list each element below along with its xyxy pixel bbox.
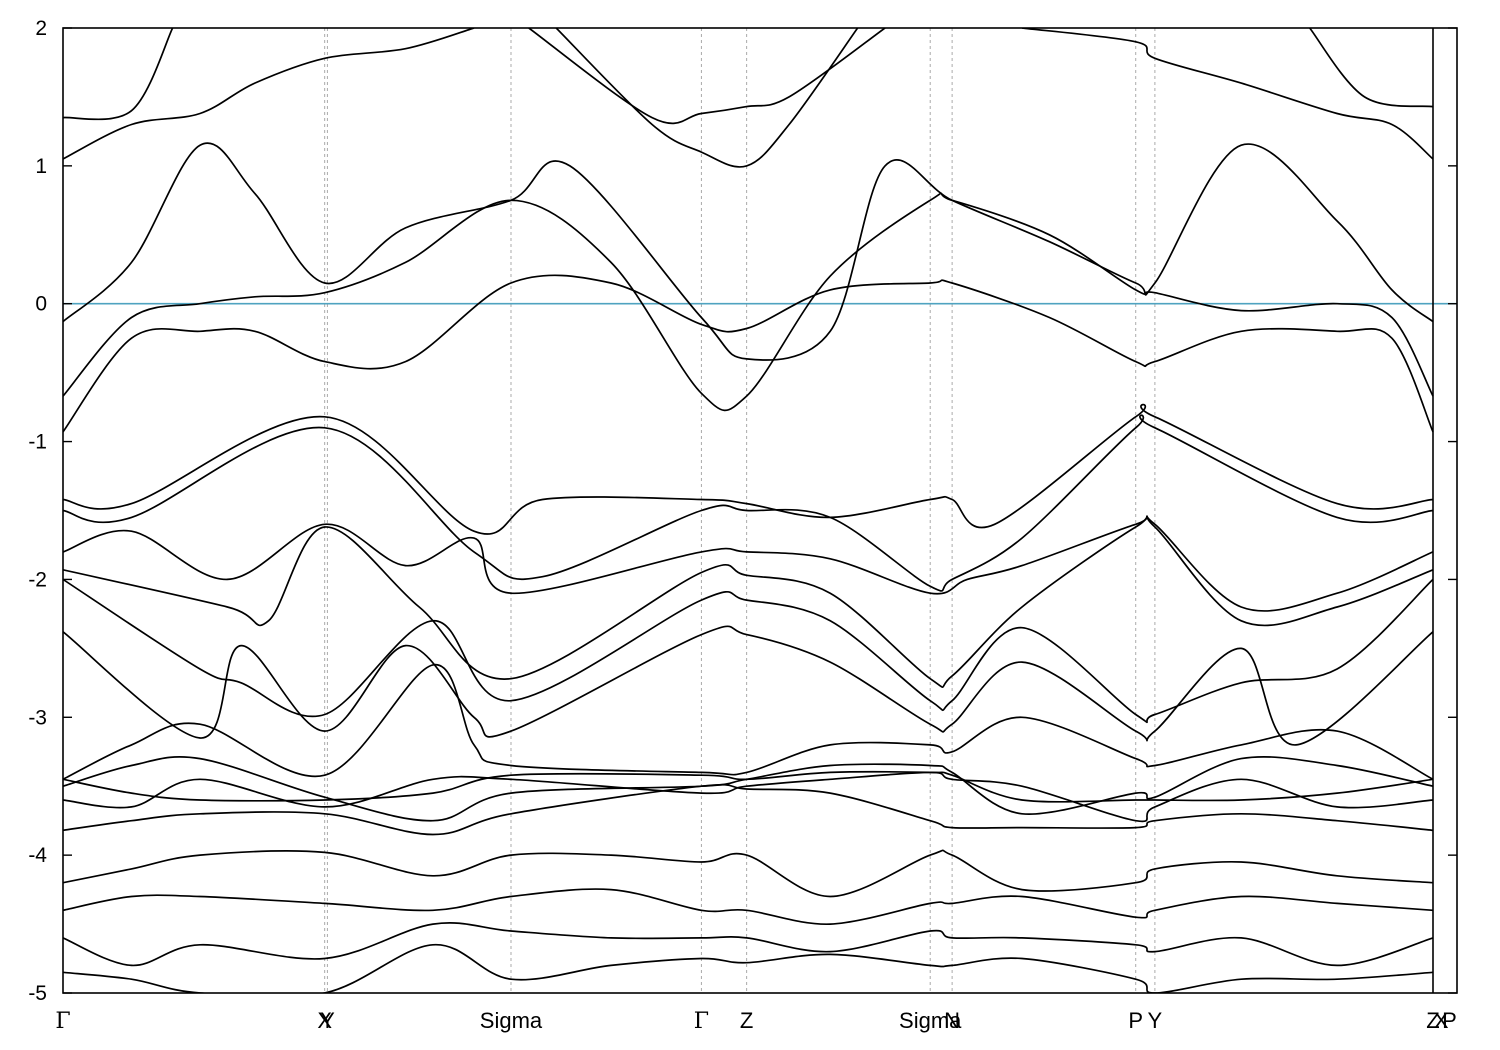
kpoint-label-11: X xyxy=(1434,1008,1449,1033)
band-4 xyxy=(63,28,174,121)
band-19 xyxy=(63,849,1434,898)
y-axis-ticks: 2 1 0 -1 -2 -3 -4 -5 xyxy=(28,17,1457,1005)
y-tick-label: 0 xyxy=(35,293,47,316)
y-tick-label: -3 xyxy=(28,706,47,729)
plot-frame xyxy=(62,27,1458,994)
band-9 xyxy=(63,403,1434,535)
band-6 xyxy=(528,28,886,125)
band-16 xyxy=(63,755,1434,822)
band-0 xyxy=(63,274,1434,433)
band-13 xyxy=(63,578,1434,724)
kpoint-label-6: Sigma xyxy=(899,1008,962,1033)
band-2 xyxy=(63,142,1434,361)
kpoint-label-0: Γ xyxy=(55,1009,70,1034)
band-3 xyxy=(63,28,475,160)
band-12 xyxy=(63,515,1434,688)
y-tick-label: -4 xyxy=(28,844,47,867)
kpoint-label-8: P xyxy=(1128,1008,1143,1033)
band-20 xyxy=(63,888,1434,925)
y-tick-label: 2 xyxy=(35,17,47,40)
band-14 xyxy=(63,625,1434,746)
kpoint-label-12: P xyxy=(1442,1008,1457,1033)
band-18 xyxy=(63,783,1434,836)
kpoint-label-10: Z xyxy=(1426,1008,1439,1033)
kpoint-label-1: X xyxy=(317,1008,332,1033)
band-10 xyxy=(63,414,1434,592)
y-tick-label: -5 xyxy=(28,982,47,1005)
y-tick-label: -1 xyxy=(28,431,47,454)
band-23 xyxy=(63,770,1434,803)
high-symmetry-lines xyxy=(324,28,1156,993)
band-7 xyxy=(1021,28,1434,160)
y-tick-label: 1 xyxy=(35,155,47,178)
band-22 xyxy=(63,943,1434,993)
band-1 xyxy=(63,192,1434,412)
kpoint-label-4: Γ xyxy=(694,1009,709,1034)
kpoint-label-5: Z xyxy=(740,1008,753,1033)
y-tick-label: -2 xyxy=(28,568,47,591)
band-8 xyxy=(1309,28,1434,108)
kpoint-label-9: Y xyxy=(1148,1008,1163,1033)
kpoint-label-7: N xyxy=(944,1008,960,1033)
band-11 xyxy=(63,515,1434,612)
band-5 xyxy=(555,28,859,168)
kpoint-label-3: Sigma xyxy=(480,1008,543,1033)
band-15 xyxy=(63,664,1434,781)
kpoint-label-2: Y xyxy=(320,1008,335,1033)
band-curves xyxy=(63,28,1434,993)
band-21 xyxy=(63,922,1434,967)
